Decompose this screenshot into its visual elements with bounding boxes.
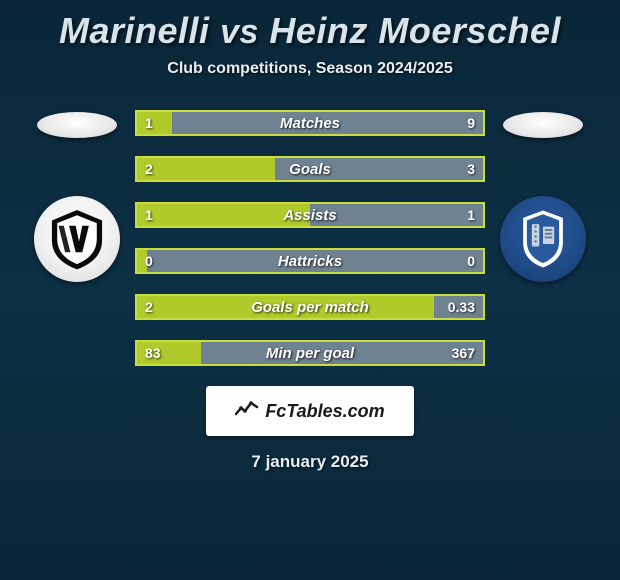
academico-shield-icon xyxy=(44,206,110,272)
stat-label: Goals per match xyxy=(137,299,483,316)
page-title: Marinelli vs Heinz Moerschel xyxy=(59,10,561,52)
stat-bar-matches: 19Matches xyxy=(135,110,485,136)
vs-text: vs xyxy=(220,13,259,51)
stat-label: Assists xyxy=(137,207,483,224)
subtitle: Club competitions, Season 2024/2025 xyxy=(167,60,452,78)
comparison-card: Marinelli vs Heinz Moerschel Club compet… xyxy=(0,0,620,472)
vizela-shield-icon xyxy=(518,208,568,270)
chart-line-icon xyxy=(235,399,259,423)
stat-label: Matches xyxy=(137,115,483,132)
player2-avatar-placeholder xyxy=(503,112,583,138)
stat-bar-goals-per-match: 20.33Goals per match xyxy=(135,294,485,320)
player2-name: Heinz Moerschel xyxy=(269,10,561,51)
player2-club-badge xyxy=(500,196,586,282)
stats-column: 19Matches 23Goals 11Assists 00Hattricks 20.3… xyxy=(135,110,485,366)
right-column xyxy=(493,110,593,282)
main-row: 19Matches 23Goals 11Assists 00Hattricks 20.3… xyxy=(0,110,620,366)
date-text: 7 january 2025 xyxy=(251,452,368,472)
player1-name: Marinelli xyxy=(59,10,210,51)
stat-bar-goals: 23Goals xyxy=(135,156,485,182)
stat-label: Goals xyxy=(137,161,483,178)
stat-bar-hattricks: 00Hattricks xyxy=(135,248,485,274)
stat-label: Hattricks xyxy=(137,253,483,270)
player1-avatar-placeholder xyxy=(37,112,117,138)
stat-bar-assists: 11Assists xyxy=(135,202,485,228)
player1-club-badge xyxy=(34,196,120,282)
stat-label: Min per goal xyxy=(137,345,483,362)
brand-text: FcTables.com xyxy=(265,401,384,422)
left-column xyxy=(27,110,127,282)
brand-badge[interactable]: FcTables.com xyxy=(206,386,414,436)
stat-bar-min-per-goal: 83367Min per goal xyxy=(135,340,485,366)
